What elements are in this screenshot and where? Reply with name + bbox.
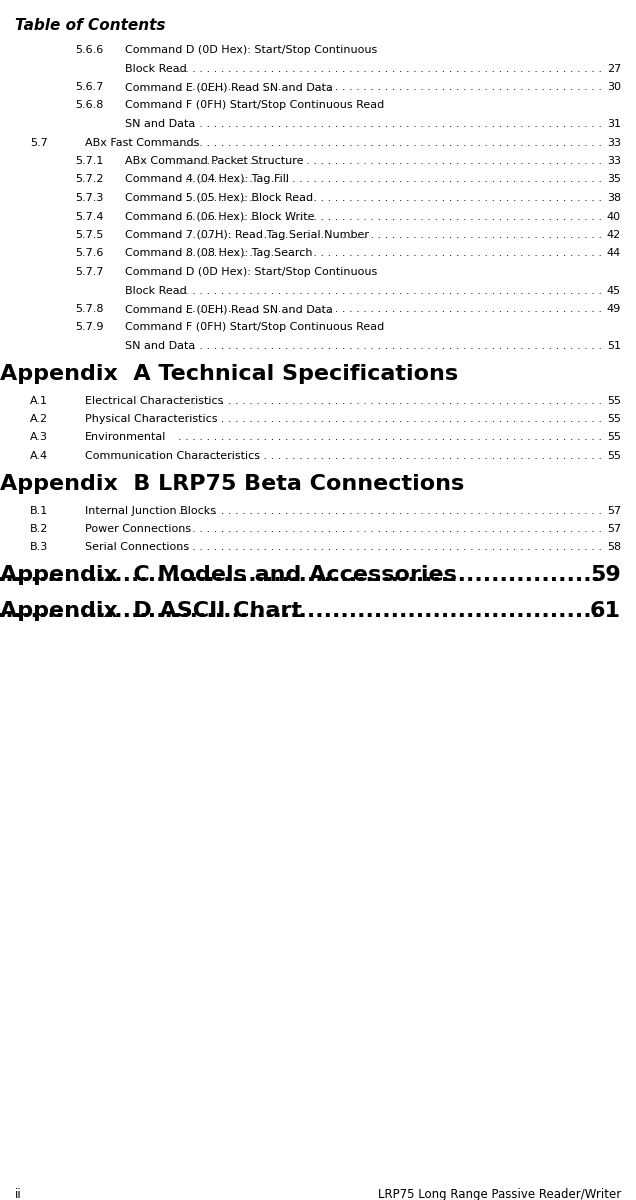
Text: Power Connections: Power Connections — [85, 524, 191, 534]
Text: . . . . . . . . . . . . . . . . . . . . . . . . . . . . . . . . . . . . . . . . : . . . . . . . . . . . . . . . . . . . . … — [179, 230, 606, 240]
Text: 35: 35 — [607, 174, 621, 185]
Text: 58: 58 — [607, 542, 621, 552]
Text: 45: 45 — [607, 286, 621, 295]
Text: 61: 61 — [590, 601, 621, 622]
Text: A.3: A.3 — [30, 432, 48, 443]
Text: . . . . . . . . . . . . . . . . . . . . . . . . . . . . . . . . . . . . . . . . : . . . . . . . . . . . . . . . . . . . . … — [179, 304, 606, 314]
Text: 5.7.8: 5.7.8 — [75, 304, 104, 314]
Text: B.2: B.2 — [30, 524, 48, 534]
Text: Electrical Characteristics: Electrical Characteristics — [85, 396, 223, 406]
Text: A.2: A.2 — [30, 414, 48, 424]
Text: 5.7.2: 5.7.2 — [75, 174, 104, 185]
Text: . . . . . . . . . . . . . . . . . . . . . . . . . . . . . . . . . . . . . . . . : . . . . . . . . . . . . . . . . . . . . … — [179, 524, 606, 534]
Text: Serial Connections: Serial Connections — [85, 542, 189, 552]
Text: . . . . . . . . . . . . . . . . . . . . . . . . . . . . . . . . . . . . . . . . : . . . . . . . . . . . . . . . . . . . . … — [179, 82, 606, 92]
Text: . . . . . . . . . . . . . . . . . . . . . . . . . . . . . . . . . . . . . . . . : . . . . . . . . . . . . . . . . . . . . … — [179, 341, 606, 350]
Text: 5.7.1: 5.7.1 — [75, 156, 104, 166]
Text: ABx Fast Commands: ABx Fast Commands — [85, 138, 199, 148]
Text: Command 7 (07H): Read Tag Serial Number: Command 7 (07H): Read Tag Serial Number — [125, 230, 369, 240]
Text: A.4: A.4 — [30, 451, 48, 461]
Text: Command D (0D Hex): Start/Stop Continuous: Command D (0D Hex): Start/Stop Continuou… — [125, 266, 377, 277]
Text: 33: 33 — [607, 156, 621, 166]
Text: LRP75 Long Range Passive Reader/Writer: LRP75 Long Range Passive Reader/Writer — [378, 1188, 621, 1200]
Text: 31: 31 — [607, 119, 621, 128]
Text: B.3: B.3 — [30, 542, 48, 552]
Text: 55: 55 — [607, 414, 621, 424]
Text: 5.6.6: 5.6.6 — [75, 44, 103, 55]
Text: Command 8 (08 Hex): Tag Search: Command 8 (08 Hex): Tag Search — [125, 248, 312, 258]
Text: . . . . . . . . . . . . . . . . . . . . . . . . . . . . . . . . . . . . . . . . : . . . . . . . . . . . . . . . . . . . . … — [179, 542, 606, 552]
Text: . . . . . . . . . . . . . . . . . . . . . . . . . . . . . . . . . . . . . . . . : . . . . . . . . . . . . . . . . . . . . … — [179, 451, 606, 461]
Text: . . . . . . . . . . . . . . . . . . . . . . . . . . . . . . . . . . . . . . . . : . . . . . . . . . . . . . . . . . . . . … — [179, 248, 606, 258]
Text: 51: 51 — [607, 341, 621, 350]
Text: 33: 33 — [607, 138, 621, 148]
Text: . . . . . . . . . . . . . . . . . . . . . . . . . . . . . . . . . . . . . . . . : . . . . . . . . . . . . . . . . . . . . … — [179, 211, 606, 222]
Text: Appendix  D ASCII Chart: Appendix D ASCII Chart — [0, 601, 302, 622]
Text: Command F (0FH) Start/Stop Continuous Read: Command F (0FH) Start/Stop Continuous Re… — [125, 323, 384, 332]
Text: 27: 27 — [607, 64, 621, 73]
Text: 55: 55 — [607, 432, 621, 443]
Text: ii: ii — [15, 1188, 22, 1200]
Text: . . . . . . . . . . . . . . . . . . . . . . . . . . . . . . . . . . . . . . . . : . . . . . . . . . . . . . . . . . . . . … — [179, 414, 606, 424]
Text: . . . . . . . . . . . . . . . . . . . . . . . . . . . . . . . . . . . . . . . . : . . . . . . . . . . . . . . . . . . . . … — [179, 64, 606, 73]
Text: Command 6 (06 Hex): Block Write: Command 6 (06 Hex): Block Write — [125, 211, 314, 222]
Text: Communication Characteristics: Communication Characteristics — [85, 451, 260, 461]
Text: Command 5 (05 Hex): Block Read: Command 5 (05 Hex): Block Read — [125, 193, 313, 203]
Text: 5.6.8: 5.6.8 — [75, 101, 104, 110]
Text: 5.7.7: 5.7.7 — [75, 266, 104, 277]
Text: . . . . . . . . . . . . . . . . . . . . . . . . . . . . . . . . . . . . . . . . : . . . . . . . . . . . . . . . . . . . . … — [179, 432, 606, 443]
Text: Internal Junction Blocks: Internal Junction Blocks — [85, 505, 216, 516]
Text: Command D (0D Hex): Start/Stop Continuous: Command D (0D Hex): Start/Stop Continuou… — [125, 44, 377, 55]
Text: . . . . . . . . . . . . . . . . . . . . . . . . . . . . . . . . . . . . . . . . : . . . . . . . . . . . . . . . . . . . . … — [179, 119, 606, 128]
Text: 57: 57 — [607, 505, 621, 516]
Text: Physical Characteristics: Physical Characteristics — [85, 414, 218, 424]
Text: SN and Data: SN and Data — [125, 341, 195, 350]
Text: 55: 55 — [607, 396, 621, 406]
Text: Environmental: Environmental — [85, 432, 167, 443]
Text: 44: 44 — [607, 248, 621, 258]
Text: 40: 40 — [607, 211, 621, 222]
Text: ................................................................................: ........................................… — [0, 601, 601, 622]
Text: Block Read: Block Read — [125, 286, 187, 295]
Text: Command F (0FH) Start/Stop Continuous Read: Command F (0FH) Start/Stop Continuous Re… — [125, 101, 384, 110]
Text: 42: 42 — [607, 230, 621, 240]
Text: . . . . . . . . . . . . . . . . . . . . . . . . . . . . . . . . . . . . . . . . : . . . . . . . . . . . . . . . . . . . . … — [179, 505, 606, 516]
Text: Command 4 (04 Hex): Tag Fill: Command 4 (04 Hex): Tag Fill — [125, 174, 289, 185]
Text: . . . . . . . . . . . . . . . . . . . . . . . . . . . . . . . . . . . . . . . . : . . . . . . . . . . . . . . . . . . . . … — [179, 138, 606, 148]
Text: . . . . . . . . . . . . . . . . . . . . . . . . . . . . . . . . . . . . . . . . : . . . . . . . . . . . . . . . . . . . . … — [179, 193, 606, 203]
Text: 5.7.4: 5.7.4 — [75, 211, 104, 222]
Text: Block Read: Block Read — [125, 64, 187, 73]
Text: . . . . . . . . . . . . . . . . . . . . . . . . . . . . . . . . . . . . . . . . : . . . . . . . . . . . . . . . . . . . . … — [179, 156, 606, 166]
Text: 5.7.6: 5.7.6 — [75, 248, 104, 258]
Text: 5.7.3: 5.7.3 — [75, 193, 104, 203]
Text: . . . . . . . . . . . . . . . . . . . . . . . . . . . . . . . . . . . . . . . . : . . . . . . . . . . . . . . . . . . . . … — [179, 286, 606, 295]
Text: . . . . . . . . . . . . . . . . . . . . . . . . . . . . . . . . . . . . . . . . : . . . . . . . . . . . . . . . . . . . . … — [179, 396, 606, 406]
Text: Appendix  C Models and Accessories: Appendix C Models and Accessories — [0, 565, 457, 584]
Text: ................................................................................: ........................................… — [0, 565, 601, 584]
Text: 5.7: 5.7 — [30, 138, 48, 148]
Text: 57: 57 — [607, 524, 621, 534]
Text: 30: 30 — [607, 82, 621, 92]
Text: B.1: B.1 — [30, 505, 48, 516]
Text: Appendix  B LRP75 Beta Connections: Appendix B LRP75 Beta Connections — [0, 474, 464, 493]
Text: 5.7.9: 5.7.9 — [75, 323, 104, 332]
Text: 59: 59 — [590, 565, 621, 584]
Text: 38: 38 — [607, 193, 621, 203]
Text: . . . . . . . . . . . . . . . . . . . . . . . . . . . . . . . . . . . . . . . . : . . . . . . . . . . . . . . . . . . . . … — [179, 174, 606, 185]
Text: 5.7.5: 5.7.5 — [75, 230, 104, 240]
Text: Appendix  A Technical Specifications: Appendix A Technical Specifications — [0, 364, 458, 384]
Text: ABx Command Packet Structure: ABx Command Packet Structure — [125, 156, 303, 166]
Text: SN and Data: SN and Data — [125, 119, 195, 128]
Text: 49: 49 — [607, 304, 621, 314]
Text: 55: 55 — [607, 451, 621, 461]
Text: 5.6.7: 5.6.7 — [75, 82, 104, 92]
Text: Command E (0EH) Read SN and Data: Command E (0EH) Read SN and Data — [125, 82, 333, 92]
Text: A.1: A.1 — [30, 396, 48, 406]
Text: Command E (0EH) Read SN and Data: Command E (0EH) Read SN and Data — [125, 304, 333, 314]
Text: Table of Contents: Table of Contents — [15, 18, 165, 32]
